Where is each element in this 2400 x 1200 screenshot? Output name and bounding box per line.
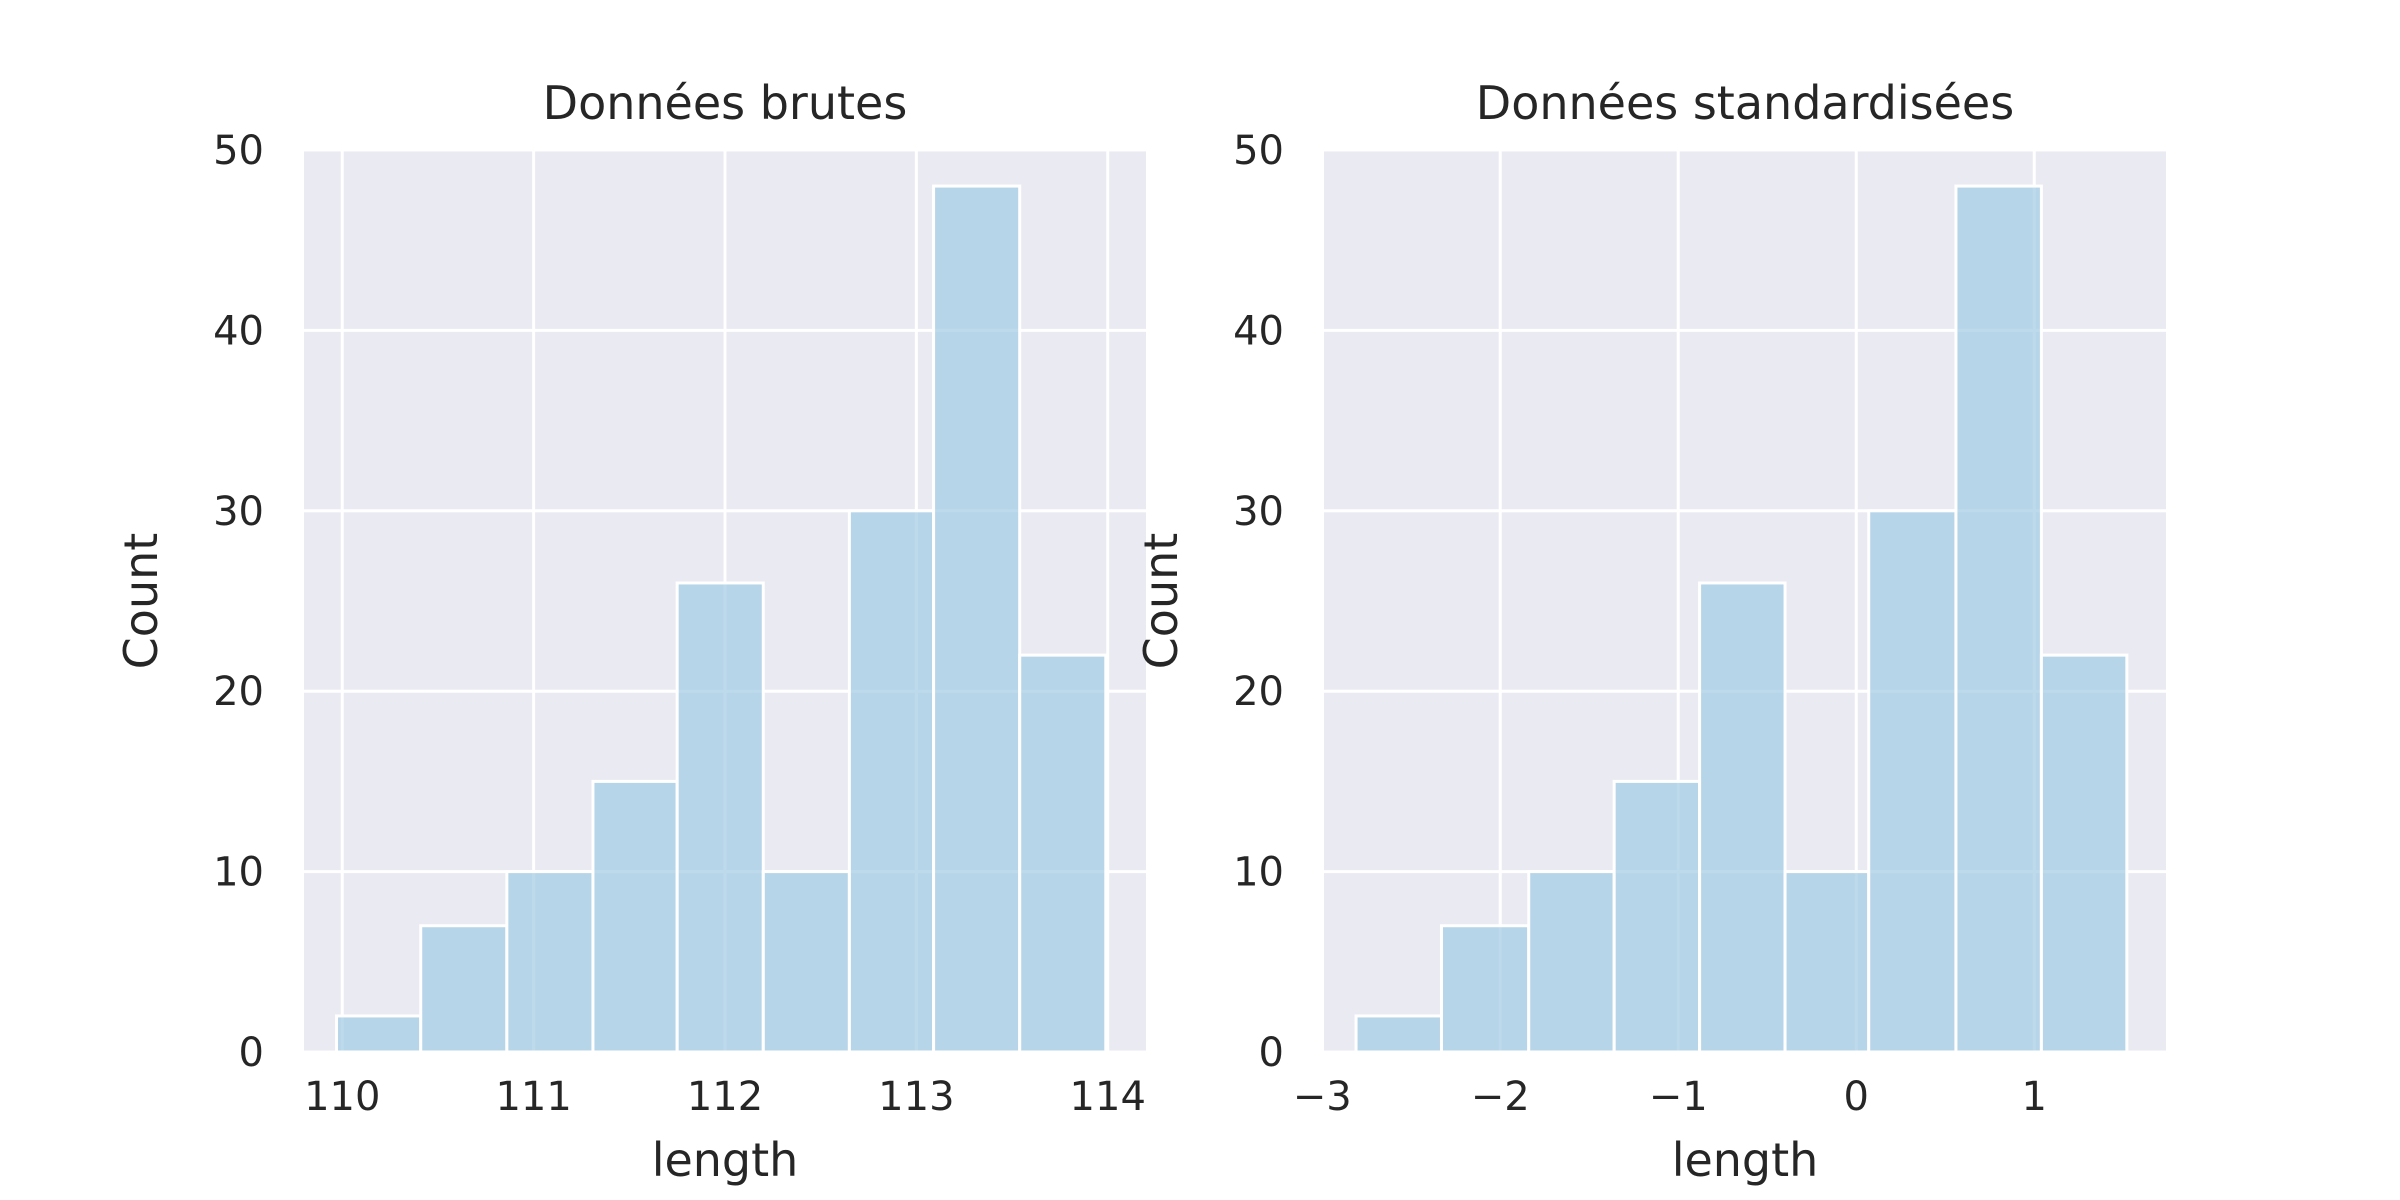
y-tick-label: 40 xyxy=(1233,308,1284,354)
histogram-bar-1 xyxy=(1354,1014,1443,1054)
x-tick-label: 110 xyxy=(304,1074,380,1120)
histogram-bar-1 xyxy=(335,1014,423,1054)
y-tick-label: 0 xyxy=(239,1030,264,1076)
histogram-bar-7 xyxy=(1867,509,1958,1054)
y-tick-label: 20 xyxy=(1233,669,1284,715)
x-tick-label: 0 xyxy=(1844,1074,1869,1120)
y-axis-label: Count xyxy=(114,533,168,670)
histogram-bar-3 xyxy=(1527,870,1616,1054)
y-tick-label: 20 xyxy=(213,669,264,715)
histogram-bar-9 xyxy=(2039,653,2129,1054)
histogram-bar-4 xyxy=(1612,779,1702,1054)
histogram-bar-6 xyxy=(761,870,851,1054)
histogram-bar-7 xyxy=(847,509,936,1054)
y-tick-label: 10 xyxy=(1233,850,1284,896)
x-tick-label: −3 xyxy=(1293,1074,1352,1120)
y-tick-label: 0 xyxy=(1259,1030,1284,1076)
x-tick-label: 112 xyxy=(687,1074,763,1120)
y-axis-label: Count xyxy=(1134,533,1188,670)
y-tick-label: 30 xyxy=(213,489,264,535)
histogram-bar-2 xyxy=(419,924,509,1054)
y-tick-label: 10 xyxy=(213,850,264,896)
chart-title: Données brutes xyxy=(543,76,908,130)
histogram-bar-5 xyxy=(1698,581,1787,1054)
y-tick-label: 50 xyxy=(213,128,264,174)
histogram-bar-3 xyxy=(505,870,595,1054)
histogram-bar-6 xyxy=(1783,870,1871,1054)
x-tick-label: 113 xyxy=(878,1074,954,1120)
histogram-bar-2 xyxy=(1439,924,1531,1054)
chart-title: Données standardisées xyxy=(1476,76,2014,130)
y-tick-label: 50 xyxy=(1233,128,1284,174)
histogram-bar-5 xyxy=(675,581,765,1054)
x-axis-label: length xyxy=(1672,1133,1819,1187)
histogram-bar-8 xyxy=(932,184,1022,1054)
histogram-bar-8 xyxy=(1954,184,2043,1054)
x-tick-label: −1 xyxy=(1649,1074,1708,1120)
x-tick-label: 111 xyxy=(495,1074,571,1120)
x-axis-label: length xyxy=(652,1133,799,1187)
x-tick-label: 114 xyxy=(1070,1074,1146,1120)
x-tick-label: 1 xyxy=(2022,1074,2047,1120)
chart-panel-1: 110 111 112 113 114 0 10 20 30 40 50 Données brutes… xyxy=(114,76,1146,1187)
histogram-bar-9 xyxy=(1018,653,1108,1054)
y-tick-label: 40 xyxy=(213,308,264,354)
histogram-bar-4 xyxy=(591,779,679,1054)
x-tick-label: −2 xyxy=(1471,1074,1530,1120)
y-tick-label: 30 xyxy=(1233,489,1284,535)
